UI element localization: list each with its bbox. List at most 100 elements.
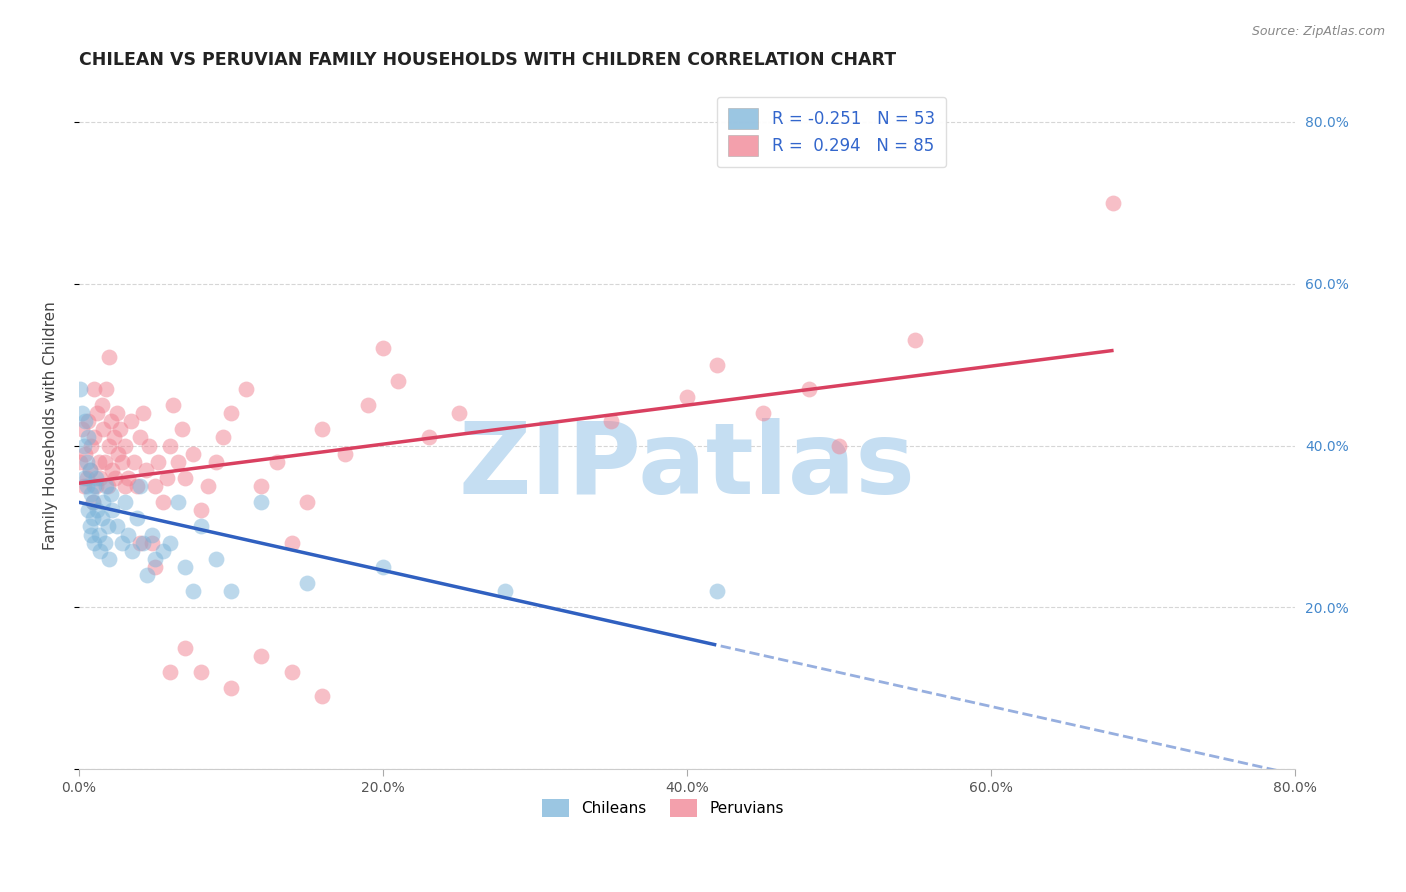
Point	[79, 463, 101, 477]
Point	[371, 342, 394, 356]
Point	[250, 648, 273, 663]
Point	[101, 463, 124, 477]
Point	[311, 690, 333, 704]
Point	[89, 543, 111, 558]
Point	[128, 430, 150, 444]
Point	[494, 584, 516, 599]
Point	[387, 374, 409, 388]
Point	[219, 406, 242, 420]
Point	[96, 382, 118, 396]
Point	[143, 560, 166, 574]
Point	[311, 422, 333, 436]
Point	[76, 479, 98, 493]
Point	[371, 560, 394, 574]
Point	[77, 414, 100, 428]
Point	[110, 455, 132, 469]
Point	[100, 487, 122, 501]
Point	[76, 455, 98, 469]
Point	[235, 382, 257, 396]
Point	[114, 479, 136, 493]
Text: ZIPatlas: ZIPatlas	[458, 418, 915, 515]
Point	[143, 552, 166, 566]
Point	[69, 382, 91, 396]
Point	[128, 479, 150, 493]
Point	[70, 422, 93, 436]
Point	[82, 495, 104, 509]
Point	[138, 439, 160, 453]
Point	[104, 471, 127, 485]
Point	[105, 519, 128, 533]
Point	[86, 406, 108, 420]
Point	[174, 640, 197, 655]
Point	[143, 479, 166, 493]
Point	[103, 430, 125, 444]
Point	[281, 665, 304, 680]
Point	[94, 535, 117, 549]
Point	[121, 543, 143, 558]
Point	[128, 535, 150, 549]
Point	[904, 334, 927, 348]
Point	[101, 503, 124, 517]
Point	[706, 358, 728, 372]
Point	[172, 422, 194, 436]
Text: Source: ZipAtlas.com: Source: ZipAtlas.com	[1251, 25, 1385, 38]
Point	[72, 439, 94, 453]
Point	[120, 414, 142, 428]
Point	[87, 455, 110, 469]
Point	[197, 479, 219, 493]
Point	[96, 479, 118, 493]
Point	[166, 455, 188, 469]
Point	[174, 471, 197, 485]
Point	[204, 552, 226, 566]
Point	[357, 398, 380, 412]
Point	[83, 535, 105, 549]
Point	[156, 471, 179, 485]
Point	[152, 495, 174, 509]
Point	[266, 455, 288, 469]
Point	[100, 414, 122, 428]
Point	[181, 584, 204, 599]
Point	[797, 382, 820, 396]
Point	[90, 398, 112, 412]
Point	[219, 681, 242, 696]
Point	[79, 519, 101, 533]
Point	[295, 576, 318, 591]
Point	[162, 398, 184, 412]
Point	[159, 665, 181, 680]
Point	[94, 455, 117, 469]
Point	[98, 552, 121, 566]
Point	[72, 471, 94, 485]
Point	[91, 495, 114, 509]
Point	[117, 471, 139, 485]
Point	[600, 414, 623, 428]
Point	[117, 527, 139, 541]
Point	[250, 479, 273, 493]
Point	[125, 511, 148, 525]
Point	[141, 535, 163, 549]
Point	[333, 447, 356, 461]
Point	[107, 447, 129, 461]
Point	[77, 503, 100, 517]
Point	[212, 430, 235, 444]
Point	[80, 527, 103, 541]
Point	[91, 422, 114, 436]
Point	[110, 535, 132, 549]
Point	[166, 495, 188, 509]
Point	[83, 430, 105, 444]
Point	[159, 535, 181, 549]
Point	[204, 455, 226, 469]
Point	[77, 430, 100, 444]
Point	[83, 479, 105, 493]
Point	[80, 439, 103, 453]
Point	[676, 390, 699, 404]
Point	[114, 439, 136, 453]
Text: CHILEAN VS PERUVIAN FAMILY HOUSEHOLDS WITH CHILDREN CORRELATION CHART: CHILEAN VS PERUVIAN FAMILY HOUSEHOLDS WI…	[79, 51, 896, 69]
Point	[174, 560, 197, 574]
Point	[136, 568, 159, 582]
Point	[181, 447, 204, 461]
Point	[76, 471, 98, 485]
Point	[418, 430, 440, 444]
Point	[97, 479, 120, 493]
Point	[70, 406, 93, 420]
Point	[87, 527, 110, 541]
